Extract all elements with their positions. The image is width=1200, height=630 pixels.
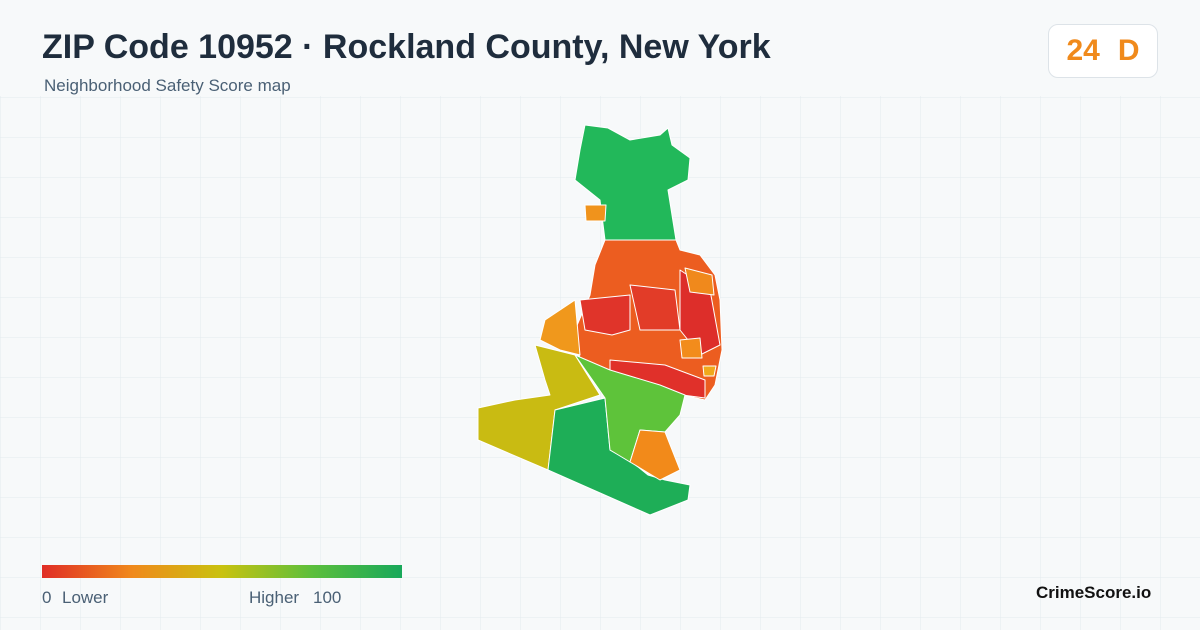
legend-min: 0 bbox=[42, 588, 52, 607]
legend-gradient bbox=[42, 565, 402, 578]
legend-max: 100 bbox=[313, 588, 342, 607]
score-grade: D bbox=[1117, 34, 1140, 67]
zip-shape bbox=[477, 124, 723, 516]
score-value: 24 bbox=[1066, 34, 1100, 67]
legend-min-label: Lower bbox=[62, 588, 109, 607]
legend-max-label: Higher bbox=[249, 588, 300, 607]
title: ZIP Code 10952 · Rockland County, New Yo… bbox=[42, 28, 771, 66]
brand: CrimeScore.io bbox=[1036, 583, 1152, 602]
subtitle: Neighborhood Safety Score map bbox=[44, 76, 291, 95]
score-badge: 24 D bbox=[1048, 24, 1158, 78]
